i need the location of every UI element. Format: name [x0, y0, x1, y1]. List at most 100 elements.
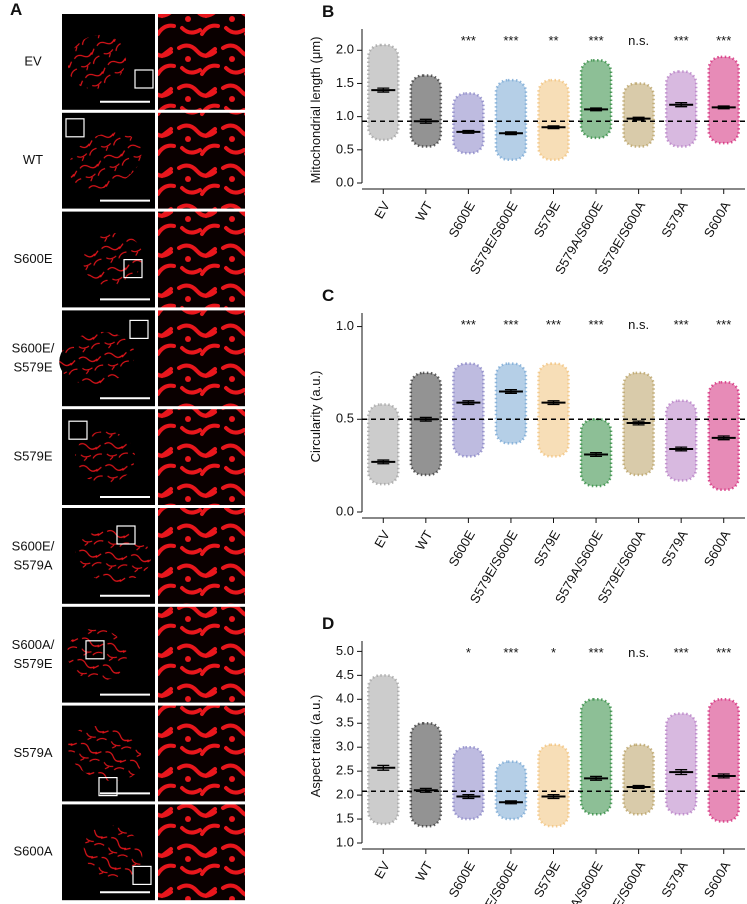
zoom-box [134, 69, 154, 89]
significance-label: n.s. [628, 645, 649, 660]
charts: B Mitochondrial length (μm) 0.0 0.5 1.0 1.5 2.… [308, 2, 745, 904]
data-spread [664, 399, 698, 482]
significance-label: *** [503, 33, 518, 48]
significance-label: *** [461, 317, 476, 332]
row-label: S600A/ [12, 637, 55, 652]
image-panel: EV WT S600E S600E/S579E S579E S600E/S579A S600… [12, 14, 245, 901]
data-spread [537, 78, 570, 162]
cell [59, 331, 135, 385]
cell [75, 529, 151, 583]
y-tick-label: 3.5 [336, 715, 354, 730]
significance-label: *** [588, 317, 603, 332]
significance-label: *** [588, 645, 603, 660]
x-tick-label: S579A [658, 198, 691, 240]
y-tick-label: 1.5 [336, 75, 354, 90]
x-tick-label: S579E [531, 527, 564, 569]
panel-label: A [10, 0, 22, 19]
data-spread [664, 70, 698, 148]
data-spread [664, 712, 698, 816]
significance-label: *** [503, 317, 518, 332]
x-tick-label: S579E [531, 858, 564, 900]
row-label: S579A [13, 745, 52, 760]
y-tick-label: 4.0 [336, 691, 354, 706]
cell [67, 628, 127, 681]
x-tick-label: S579E [531, 198, 564, 240]
data-spread [452, 362, 485, 458]
row-label: S600E [13, 251, 52, 266]
significance-label: *** [588, 33, 603, 48]
x-tick-label: S600A [701, 527, 734, 569]
x-tick-label: S579A [658, 858, 691, 900]
significance-label: * [466, 645, 471, 660]
data-spread [494, 362, 528, 445]
data-spread [367, 403, 400, 486]
y-tick-label: 1.0 [336, 318, 354, 333]
zoom-box [98, 776, 118, 797]
y-tick-label: 1.0 [336, 108, 354, 123]
significance-label: *** [716, 317, 731, 332]
data-spread [452, 745, 485, 821]
y-tick-label: 5.0 [336, 643, 354, 658]
x-tick-label: S600E [445, 198, 478, 240]
data-spread [409, 74, 443, 148]
significance-label: *** [674, 645, 689, 660]
zoom-image [158, 211, 245, 308]
y-tick-label: 2.0 [336, 42, 354, 57]
y-tick-label: 0.5 [336, 411, 354, 426]
x-tick-label: S600A [701, 198, 734, 240]
y-tick-label: 3.0 [336, 739, 354, 754]
x-tick-label: WT [412, 859, 435, 884]
zoom-box [85, 640, 105, 660]
data-spread [537, 743, 570, 828]
y-axis-label: Aspect ratio (a.u.) [308, 695, 323, 798]
zoom-image [158, 606, 245, 703]
data-spread [494, 760, 528, 821]
significance-label: *** [546, 317, 561, 332]
significance-label: *** [503, 645, 518, 660]
cell [83, 825, 143, 880]
significance-label: *** [461, 33, 476, 48]
significance-label: * [551, 645, 556, 660]
data-spread [367, 674, 400, 826]
x-tick-label: EV [371, 858, 393, 881]
data-spread [622, 82, 655, 148]
significance-label: n.s. [628, 33, 649, 48]
significance-label: ** [548, 33, 558, 48]
data-spread [494, 78, 528, 162]
row-label: EV [24, 53, 42, 68]
zoom-image [158, 14, 245, 110]
cell [83, 233, 143, 286]
row-label: WT [23, 152, 43, 167]
zoom-box [123, 259, 143, 279]
cell [68, 725, 142, 782]
y-axis-label: Circularity (a.u.) [308, 371, 323, 463]
row-label: S579A [13, 557, 52, 572]
data-spread [707, 698, 740, 823]
panel-label: B [322, 2, 334, 21]
y-tick-label: 4.5 [336, 667, 354, 682]
cell [75, 431, 135, 484]
zoom-image [158, 112, 245, 209]
zoom-box [116, 525, 136, 545]
zoom-image [158, 310, 245, 407]
data-spread [452, 92, 485, 155]
row-label: S579E [13, 449, 52, 464]
zoom-image [158, 508, 245, 604]
data-spread [409, 371, 443, 477]
y-axis-label: Mitochondrial length (μm) [308, 37, 323, 184]
zoom-image [158, 804, 245, 901]
cell [68, 132, 142, 189]
data-spread [409, 721, 443, 828]
zoom-image [158, 705, 245, 802]
y-tick-label: 0.0 [336, 503, 354, 518]
x-tick-label: S600E [445, 858, 478, 900]
data-spread [537, 362, 570, 458]
panel-label: D [322, 614, 334, 633]
zoom-box [132, 865, 152, 886]
y-tick-label: 2.0 [336, 787, 354, 802]
row-label: S600E/ [12, 538, 55, 553]
significance-label: n.s. [628, 317, 649, 332]
zoom-box [129, 319, 149, 339]
data-spread [707, 55, 740, 145]
data-spread [579, 698, 613, 816]
